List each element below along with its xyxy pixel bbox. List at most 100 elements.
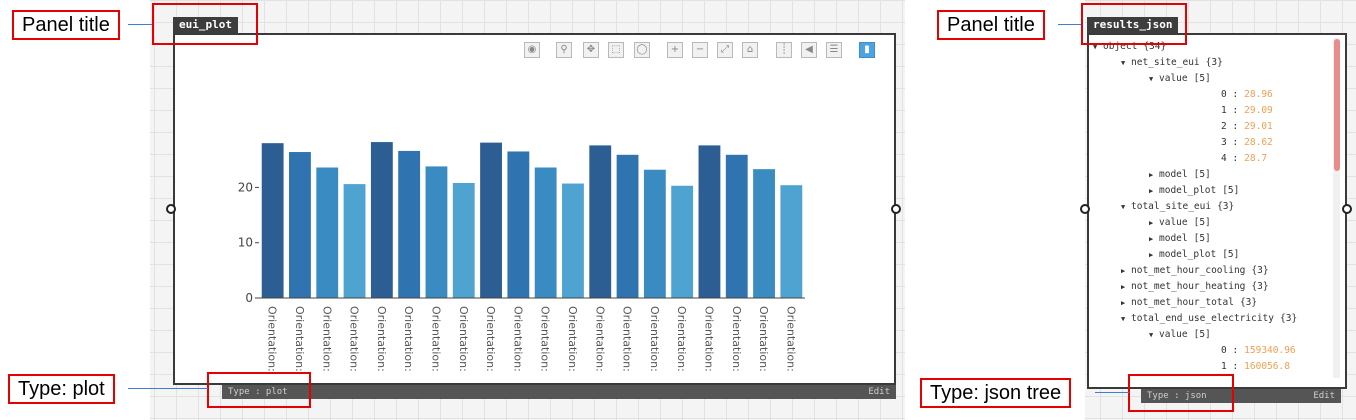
json-count: [5] [1193, 329, 1211, 340]
annotation-type-json: Type: json tree [920, 378, 1072, 408]
x-tick-label: Orientation: [648, 306, 661, 372]
bar[interactable] [398, 150, 421, 298]
json-tree-row[interactable]: ▶ not_met_hour_heating {3} [1121, 280, 1269, 294]
bar[interactable] [343, 184, 366, 298]
zoom-in-icon[interactable]: + [667, 42, 683, 58]
zoom-out-icon[interactable]: − [692, 42, 708, 58]
box-select-icon[interactable]: ⬚ [608, 42, 624, 58]
expand-caret-icon[interactable]: ▶ [1149, 235, 1154, 243]
bar[interactable] [698, 145, 721, 298]
bar[interactable] [370, 142, 393, 298]
bar[interactable] [643, 169, 666, 298]
collapse-caret-icon[interactable]: ▼ [1121, 203, 1126, 211]
json-tree-row[interactable]: 2 : 29.01 [1221, 120, 1273, 134]
bar[interactable] [507, 151, 530, 298]
edit-button[interactable]: Edit [868, 387, 890, 397]
spike-lines-icon[interactable]: ┊ [776, 42, 792, 58]
zoom-icon[interactable]: ⚲ [556, 42, 572, 58]
expand-caret-icon[interactable]: ▶ [1121, 267, 1126, 275]
json-key: value [1159, 73, 1188, 84]
bar[interactable] [452, 182, 475, 298]
panel-type-label: Type : plot [228, 387, 288, 397]
json-tree-row[interactable]: 0 : 28.96 [1221, 88, 1273, 102]
bar[interactable] [780, 185, 803, 298]
reset-axes-icon[interactable]: ⌂ [742, 42, 758, 58]
json-tree-row[interactable]: ▶ not_met_hour_cooling {3} [1121, 264, 1269, 278]
collapse-caret-icon[interactable]: ▼ [1149, 75, 1154, 83]
bar[interactable] [425, 166, 448, 298]
bar[interactable] [562, 183, 584, 298]
json-tree-row[interactable]: ▶ value [5] [1149, 216, 1211, 230]
lasso-select-icon[interactable]: ◯ [634, 42, 650, 58]
camera-icon[interactable]: ◉ [524, 42, 540, 58]
json-tree-row[interactable]: ▼ value [5] [1149, 328, 1211, 342]
x-tick-label: Orientation: [484, 306, 497, 372]
expand-caret-icon[interactable]: ▶ [1149, 219, 1154, 227]
highlight-json-type [1128, 374, 1234, 412]
bar[interactable] [289, 152, 311, 298]
json-tree-row[interactable]: 3 : 28.62 [1221, 136, 1273, 150]
json-tree-row[interactable]: 4 : 28.7 [1221, 152, 1267, 166]
x-tick-label: Orientation: [375, 306, 388, 372]
json-count: {3} [1251, 265, 1269, 276]
bar[interactable] [480, 142, 502, 298]
margin-left [0, 0, 150, 420]
json-tree-row[interactable]: ▼ total_site_eui {3} [1121, 200, 1234, 214]
collapse-caret-icon[interactable]: ▼ [1121, 59, 1126, 67]
highlight-plot-type [207, 372, 311, 408]
bar-chart[interactable]: 0 10 20 Orientation: Orientation: Orientation… [173, 33, 896, 385]
edit-button[interactable]: Edit [1313, 391, 1335, 401]
expand-caret-icon[interactable]: ▶ [1121, 283, 1126, 291]
json-tree-row[interactable]: ▶ model [5] [1149, 232, 1211, 246]
json-key: model [1159, 233, 1188, 244]
json-key: total_site_eui [1131, 201, 1212, 212]
bar[interactable] [534, 167, 557, 298]
expand-caret-icon[interactable]: ▶ [1121, 299, 1126, 307]
bar[interactable] [671, 185, 694, 298]
scrollbar-thumb[interactable] [1334, 39, 1340, 171]
json-tree-row[interactable]: 1 : 160056.8 [1221, 360, 1290, 374]
collapse-caret-icon[interactable]: ▼ [1149, 331, 1154, 339]
input-port[interactable] [166, 204, 176, 214]
y-tick-label: 0 [245, 291, 253, 305]
bar[interactable] [725, 154, 748, 298]
json-tree-row[interactable]: ▼ total_end_use_electricity {3} [1121, 312, 1297, 326]
collapse-caret-icon[interactable]: ▼ [1121, 315, 1126, 323]
output-port[interactable] [1342, 204, 1352, 214]
panel-title[interactable]: results_json [1087, 17, 1179, 33]
bar[interactable] [261, 143, 284, 298]
json-key: model_plot [1159, 249, 1217, 260]
json-tree-row[interactable]: ▶ model [5] [1149, 168, 1211, 182]
bar[interactable] [589, 145, 612, 298]
json-count: [5] [1193, 233, 1211, 244]
json-count: [5] [1222, 249, 1240, 260]
input-port[interactable] [1080, 204, 1090, 214]
json-value: 28.7 [1244, 153, 1268, 164]
pan-icon[interactable]: ✥ [583, 42, 599, 58]
json-tree-row[interactable]: ▶ model_plot [5] [1149, 184, 1239, 198]
bar[interactable] [316, 167, 339, 298]
panel-footer: Type : plot Edit [222, 385, 896, 399]
panel-title[interactable]: eui_plot [173, 17, 238, 33]
bar[interactable] [753, 169, 775, 298]
output-port[interactable] [891, 204, 901, 214]
hover-compare-icon[interactable]: ☰ [826, 42, 842, 58]
autoscale-icon[interactable]: ⤢ [717, 42, 733, 58]
json-tree-row[interactable]: ▼ object {34} [1093, 40, 1166, 54]
json-count: [5] [1222, 185, 1240, 196]
json-tree-row[interactable]: 1 : 29.09 [1221, 104, 1273, 118]
collapse-caret-icon[interactable]: ▼ [1093, 43, 1098, 51]
plotly-logo-icon[interactable]: ▮ [859, 42, 875, 58]
hover-closest-icon[interactable]: ◀ [801, 42, 817, 58]
expand-caret-icon[interactable]: ▶ [1149, 171, 1154, 179]
json-tree-row[interactable]: 0 : 159340.96 [1221, 344, 1296, 358]
json-tree-row[interactable]: ▼ value [5] [1149, 72, 1211, 86]
json-tree-row[interactable]: ▶ model_plot [5] [1149, 248, 1239, 262]
json-tree-row[interactable]: ▼ net_site_eui {3} [1121, 56, 1223, 70]
expand-caret-icon[interactable]: ▶ [1149, 187, 1154, 195]
bar[interactable] [616, 154, 639, 298]
scrollbar-track[interactable] [1333, 38, 1340, 378]
json-tree-view[interactable]: ▼ object {34} ▼ net_site_eui {3} ▼ value [5] 0 : 2… [1093, 40, 1328, 380]
json-tree-row[interactable]: ▶ not_met_hour_total {3} [1121, 296, 1257, 310]
expand-caret-icon[interactable]: ▶ [1149, 251, 1154, 259]
